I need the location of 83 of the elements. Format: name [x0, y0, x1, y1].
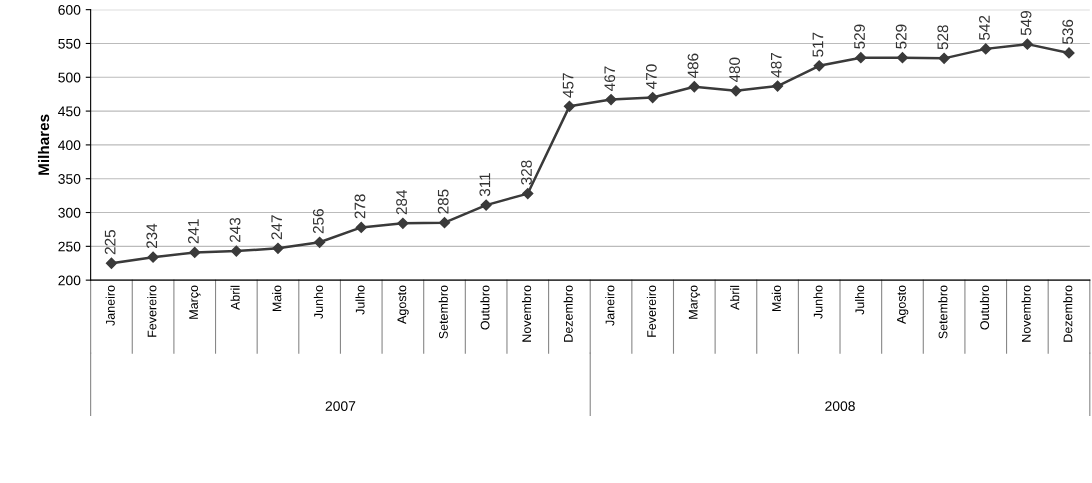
text: 2007	[325, 401, 356, 411]
point	[647, 91, 659, 104]
data-label: 517	[812, 32, 824, 57]
point	[771, 80, 784, 92]
x-tick-label: Setembro	[938, 285, 948, 339]
point	[605, 93, 617, 106]
data-label: 278	[354, 194, 366, 219]
point	[355, 221, 367, 234]
data-label: 529	[895, 24, 907, 49]
y-tick-label: 550	[58, 38, 81, 49]
point	[438, 217, 451, 229]
data-label: 225	[104, 230, 116, 255]
x-tick-label: Novembro	[1021, 285, 1031, 342]
x-tick-label: Agosto	[397, 285, 409, 324]
data-label: 467	[604, 66, 616, 91]
x-tick-label: Setembro	[438, 285, 448, 339]
data-label: 487	[770, 53, 782, 78]
point	[688, 81, 700, 93]
x-tick-label: Outubro	[979, 285, 990, 330]
text: 2008	[825, 401, 855, 411]
point	[272, 242, 284, 254]
x-tick-label: Fevereiro	[147, 285, 157, 337]
data-label: 529	[854, 24, 865, 49]
point	[230, 245, 242, 257]
data-label: 241	[188, 219, 199, 244]
y-tick-label: 500	[58, 72, 81, 83]
data-label: 311	[479, 173, 491, 197]
point	[105, 257, 118, 269]
data-label: 542	[979, 15, 990, 40]
point	[563, 100, 576, 112]
data-label: 457	[562, 73, 574, 98]
x-tick-label: Dezembro	[563, 285, 573, 342]
point	[730, 85, 742, 97]
x-tick-label: Novembro	[521, 285, 532, 342]
x-tick-label: Abril	[230, 285, 240, 310]
y-tick-label: 450	[58, 106, 81, 117]
point	[855, 52, 867, 64]
data-label: 234	[146, 223, 158, 249]
point	[147, 251, 159, 263]
x-tick-label: Março	[189, 285, 201, 319]
x-tick-label: Maio	[771, 285, 781, 312]
x-tick-label: Janeiro	[605, 285, 615, 326]
x-tick-label: Junho	[813, 285, 823, 319]
point	[896, 52, 909, 64]
point	[522, 187, 534, 200]
x-tick-label: Dezembro	[1063, 285, 1073, 342]
data-label: 256	[312, 209, 324, 234]
data-label: 328	[521, 160, 532, 185]
x-tick-label: Fevereiro	[646, 285, 657, 337]
x-tick-label: Junho	[313, 285, 323, 319]
x-tick-label: Maio	[272, 285, 282, 312]
x-tick-label: Abril	[730, 285, 740, 310]
data-label: 284	[396, 189, 407, 215]
y-tick-label: 200	[58, 275, 81, 286]
point	[980, 43, 992, 55]
y-tick-label: 250	[58, 241, 81, 252]
y-tick-label: 300	[58, 207, 81, 218]
x-tick-label: Janeiro	[105, 285, 115, 326]
x-tick-label: Agosto	[897, 285, 909, 324]
y-axis-title: Milhares	[37, 114, 50, 175]
data-label: 285	[437, 189, 449, 214]
data-label: 549	[1020, 11, 1032, 36]
point	[189, 246, 201, 259]
data-label: 480	[729, 57, 741, 83]
data-label: 470	[645, 64, 657, 89]
data-label: 243	[229, 217, 241, 242]
x-tick-label: Julho	[855, 285, 865, 315]
y-tick-label: 600	[58, 4, 81, 15]
data-label: 486	[687, 53, 699, 79]
point	[1021, 38, 1033, 50]
x-tick-label: Outubro	[480, 285, 490, 330]
point	[314, 236, 326, 248]
data-label: 528	[937, 25, 949, 50]
data-label: 247	[271, 215, 282, 240]
x-tick-label: Julho	[355, 285, 365, 315]
point	[813, 60, 825, 72]
y-tick-label: 350	[58, 174, 81, 184]
point	[397, 217, 409, 229]
data-label: 536	[1062, 19, 1074, 44]
point	[480, 199, 492, 211]
y-tick-label: 400	[58, 140, 81, 151]
point	[938, 52, 950, 64]
x-tick-label: Março	[688, 285, 701, 319]
